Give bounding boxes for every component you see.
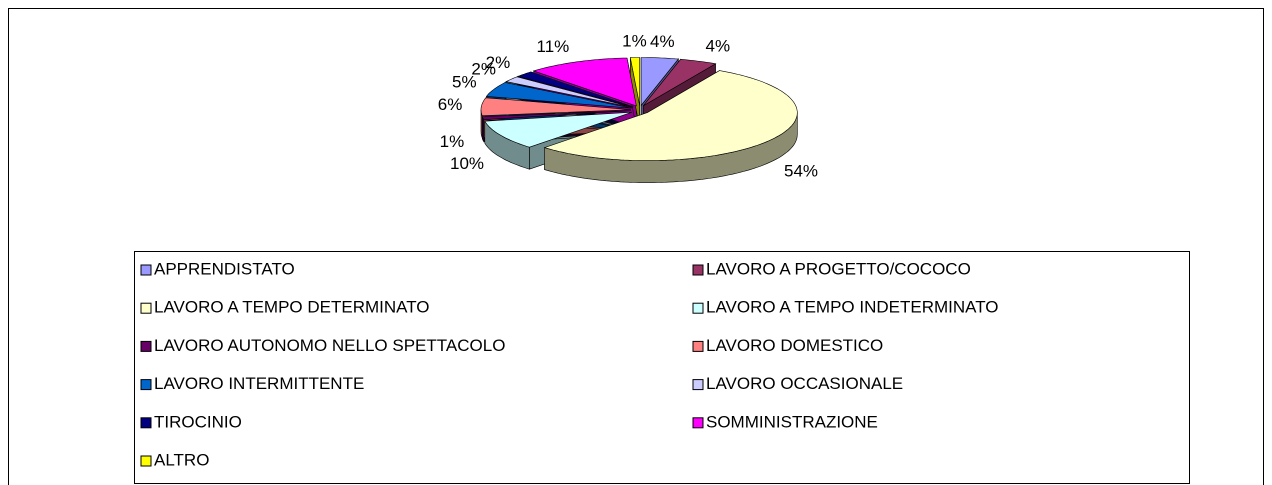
slice-side xyxy=(481,116,485,143)
legend-swatch xyxy=(692,264,704,276)
slice xyxy=(505,76,633,108)
legend-label: SOMMINISTRAZIONE xyxy=(706,412,878,431)
data-label: 54% xyxy=(784,161,818,180)
data-label: 2% xyxy=(486,53,511,72)
slice xyxy=(643,58,717,107)
slice xyxy=(640,57,679,107)
legend-swatch xyxy=(692,340,704,352)
data-label: 4% xyxy=(706,36,731,55)
legend-label: ALTRO xyxy=(154,450,209,469)
legend-label: LAVORO A PROGETTO/COCOCO xyxy=(706,259,971,278)
data-label: 1% xyxy=(440,132,465,151)
data-label: 2% xyxy=(471,60,496,79)
legend-swatch xyxy=(692,302,704,314)
slice xyxy=(543,70,798,161)
data-label: 11% xyxy=(537,37,570,56)
slice xyxy=(481,110,632,121)
legend-label: APPRENDISTATO xyxy=(154,259,295,278)
legend-label: LAVORO AUTONOMO NELLO SPETTACOLO xyxy=(154,336,505,355)
legend-label: LAVORO DOMESTICO xyxy=(706,336,883,355)
data-label: 5% xyxy=(452,72,477,91)
legend-label: LAVORO INTERMITTENTE xyxy=(154,374,364,393)
legend-swatch xyxy=(140,264,152,276)
legend-swatch xyxy=(140,379,152,391)
slice xyxy=(516,71,634,108)
data-label: 1% xyxy=(622,32,647,51)
legend-box xyxy=(134,251,1190,484)
legend-label: LAVORO A TEMPO DETERMINATO xyxy=(154,298,430,317)
legend-label: LAVORO A TEMPO INDETERMINATO xyxy=(706,298,999,317)
legend-swatch xyxy=(140,302,152,314)
slice xyxy=(480,97,632,117)
data-label: 10% xyxy=(450,154,484,173)
data-label: 6% xyxy=(438,95,463,114)
data-label: 4% xyxy=(650,32,675,51)
slice xyxy=(484,111,633,148)
legend-label: LAVORO OCCASIONALE xyxy=(706,374,903,393)
slice xyxy=(485,82,632,109)
legend-swatch xyxy=(140,455,152,467)
legend-label: TIROCINIO xyxy=(154,412,242,431)
legend-swatch xyxy=(692,379,704,391)
legend-swatch xyxy=(692,417,704,429)
legend-swatch xyxy=(140,417,152,429)
legend-swatch xyxy=(140,340,152,352)
slice xyxy=(532,57,637,107)
slice xyxy=(629,57,641,106)
